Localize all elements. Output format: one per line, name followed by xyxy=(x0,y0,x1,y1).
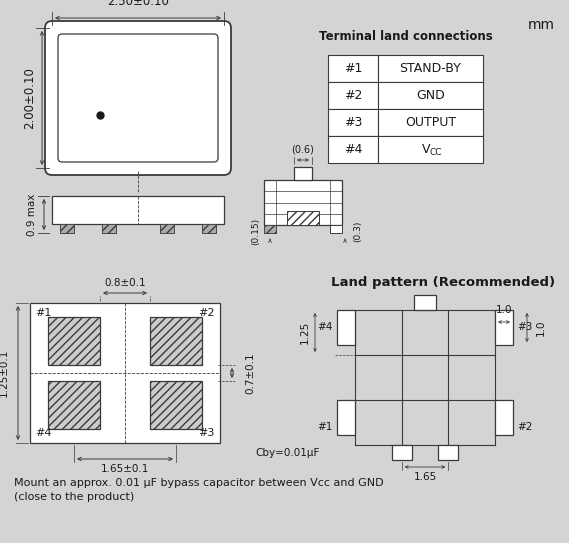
Text: 0.8±0.1: 0.8±0.1 xyxy=(104,278,146,288)
Bar xyxy=(62,38,71,47)
Bar xyxy=(48,381,100,429)
Bar xyxy=(330,225,342,233)
Bar xyxy=(150,317,202,365)
Bar xyxy=(60,224,74,233)
Bar xyxy=(264,225,276,233)
Bar xyxy=(378,109,483,136)
Text: Mount an approx. 0.01 μF bypass capacitor between Vcc and GND: Mount an approx. 0.01 μF bypass capacito… xyxy=(14,478,384,488)
Text: Land pattern (Recommended): Land pattern (Recommended) xyxy=(331,276,555,289)
Text: #2: #2 xyxy=(199,308,215,318)
Bar xyxy=(414,295,436,310)
Text: GND: GND xyxy=(416,89,445,102)
Text: Terminal land connections: Terminal land connections xyxy=(319,30,492,43)
Text: #1: #1 xyxy=(318,422,333,433)
Text: (0.15): (0.15) xyxy=(251,217,260,244)
Bar xyxy=(378,82,483,109)
Text: #3: #3 xyxy=(199,428,215,438)
Bar xyxy=(391,445,411,460)
Bar xyxy=(48,317,100,365)
Bar xyxy=(378,55,483,82)
Bar xyxy=(337,310,355,345)
Bar xyxy=(355,295,495,445)
Bar xyxy=(30,303,220,443)
Text: (0.6): (0.6) xyxy=(291,145,315,155)
Bar xyxy=(60,224,74,233)
Bar xyxy=(264,225,276,233)
Bar xyxy=(294,167,312,180)
Bar xyxy=(287,211,319,225)
Bar xyxy=(495,310,513,345)
Text: #2: #2 xyxy=(344,89,362,102)
Text: 1.0: 1.0 xyxy=(496,305,512,315)
Text: mm: mm xyxy=(528,18,555,32)
Text: #1: #1 xyxy=(344,62,362,75)
Text: V: V xyxy=(422,143,431,156)
Bar xyxy=(102,224,116,233)
Text: 1.25: 1.25 xyxy=(300,321,310,344)
Text: Cby=0.01μF: Cby=0.01μF xyxy=(255,448,319,458)
FancyBboxPatch shape xyxy=(45,21,231,175)
Bar xyxy=(102,224,116,233)
Bar xyxy=(495,400,513,435)
Text: (0.3): (0.3) xyxy=(353,220,362,242)
Text: #4: #4 xyxy=(318,323,333,332)
Text: CC: CC xyxy=(429,148,442,157)
Bar xyxy=(328,109,378,136)
Text: 2.50±0.10: 2.50±0.10 xyxy=(107,0,169,8)
Bar xyxy=(328,82,378,109)
Text: #3: #3 xyxy=(517,323,533,332)
Bar xyxy=(202,224,216,233)
Bar xyxy=(150,381,202,429)
Bar xyxy=(160,224,174,233)
Text: 1.65: 1.65 xyxy=(413,472,436,482)
Text: OUTPUT: OUTPUT xyxy=(405,116,456,129)
Bar xyxy=(378,136,483,163)
Text: STAND-BY: STAND-BY xyxy=(399,62,461,75)
Bar xyxy=(52,196,224,224)
Bar xyxy=(160,224,174,233)
Text: #4: #4 xyxy=(35,428,52,438)
Text: 2.00±0.10: 2.00±0.10 xyxy=(23,67,36,129)
FancyBboxPatch shape xyxy=(58,34,218,162)
Bar xyxy=(202,224,216,233)
Text: 0.7±0.1: 0.7±0.1 xyxy=(245,352,255,394)
Bar xyxy=(62,149,71,158)
Text: #1: #1 xyxy=(35,308,51,318)
Bar xyxy=(264,180,342,225)
Bar xyxy=(205,149,214,158)
Text: #4: #4 xyxy=(344,143,362,156)
Text: 1.25±0.1: 1.25±0.1 xyxy=(0,349,9,397)
Bar xyxy=(205,38,214,47)
Text: (close to the product): (close to the product) xyxy=(14,492,134,502)
Bar xyxy=(328,136,378,163)
Bar xyxy=(337,400,355,435)
Bar xyxy=(328,55,378,82)
Bar xyxy=(438,445,459,460)
Text: #2: #2 xyxy=(517,422,533,433)
Text: 0.9 max: 0.9 max xyxy=(27,193,37,236)
Text: 1.0: 1.0 xyxy=(536,319,546,336)
Text: 1.65±0.1: 1.65±0.1 xyxy=(101,464,149,474)
Text: #3: #3 xyxy=(344,116,362,129)
